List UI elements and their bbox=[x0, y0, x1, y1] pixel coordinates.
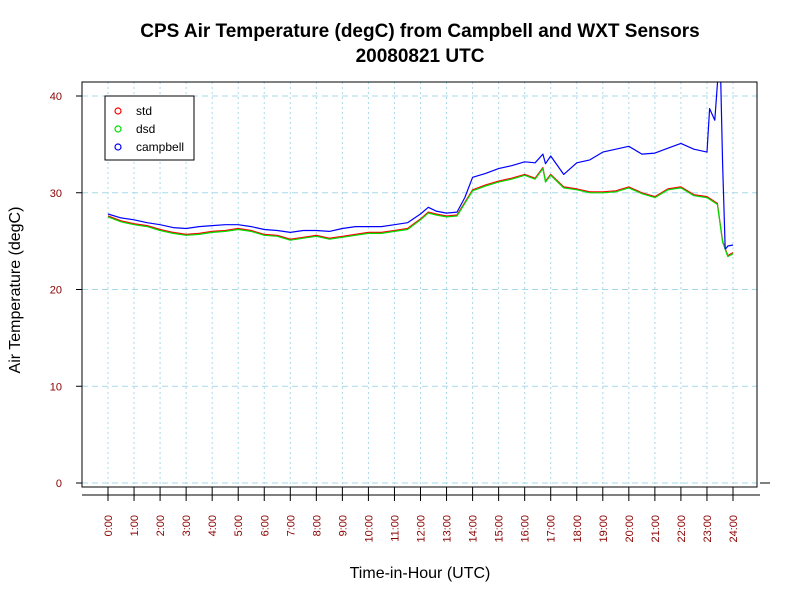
legend-label-dsd: dsd bbox=[136, 122, 155, 136]
legend-label-std: std bbox=[136, 104, 152, 118]
x-tick-label: 18:00 bbox=[572, 515, 584, 543]
legend-marker-campbell bbox=[114, 143, 122, 151]
x-tick-label: 5:00 bbox=[233, 515, 245, 536]
series-line-std bbox=[107, 167, 734, 257]
y-axis: 0 10 20 30 40 bbox=[50, 91, 82, 490]
y-tick-label: 30 bbox=[50, 188, 62, 200]
x-tick-label: 21:00 bbox=[650, 515, 662, 543]
x-tick-label: 14:00 bbox=[468, 515, 480, 543]
x-tick-label: 13:00 bbox=[442, 515, 454, 543]
grid-lines bbox=[82, 82, 757, 487]
x-tick-label: 12:00 bbox=[416, 515, 428, 543]
x-tick-label: 2:00 bbox=[155, 515, 167, 536]
series-line-campbell bbox=[107, 82, 734, 250]
x-tick-label: 20:00 bbox=[624, 515, 636, 543]
x-tick-label: 1:00 bbox=[129, 515, 141, 536]
x-tick-label: 4:00 bbox=[207, 515, 219, 536]
legend-marker-std bbox=[114, 107, 122, 115]
chart-subtitle: 20080821 UTC bbox=[356, 46, 485, 67]
y-tick-label: 20 bbox=[50, 285, 62, 297]
legend-marker-dsd bbox=[114, 125, 122, 133]
x-tick-label: 17:00 bbox=[546, 515, 558, 543]
y-tick-label: 40 bbox=[50, 91, 62, 103]
x-tick-label: 11:00 bbox=[389, 515, 401, 542]
x-tick-label: 7:00 bbox=[285, 515, 297, 536]
x-tick-label: 0:00 bbox=[103, 515, 115, 536]
x-axis-label: Time-in-Hour (UTC) bbox=[350, 565, 491, 582]
series-line-dsd bbox=[107, 168, 734, 258]
series-layer bbox=[107, 82, 734, 258]
y-tick-label: 10 bbox=[50, 381, 62, 393]
x-axis: 0:00 1:00 2:00 3:00 4:00 5:00 6:00 7:00 8:00 9:00… bbox=[82, 482, 770, 543]
x-tick-label: 9:00 bbox=[337, 515, 349, 536]
chart-title: CPS Air Temperature (degC) from Campbell… bbox=[140, 21, 700, 42]
x-tick-label: 24:00 bbox=[728, 515, 740, 543]
x-tick-label: 6:00 bbox=[259, 515, 271, 536]
x-tick-label: 15:00 bbox=[494, 515, 506, 543]
legend: std dsd campbell bbox=[104, 95, 195, 161]
y-tick-label: 0 bbox=[56, 478, 62, 490]
plot-frame bbox=[81, 81, 758, 488]
x-tick-label: 3:00 bbox=[181, 515, 193, 536]
x-tick-label: 8:00 bbox=[311, 515, 323, 536]
y-axis-label: Air Temperature (degC) bbox=[7, 207, 24, 374]
legend-label-campbell: campbell bbox=[136, 140, 184, 154]
x-tick-label: 22:00 bbox=[676, 515, 688, 543]
x-tick-label: 10:00 bbox=[363, 515, 375, 543]
x-tick-label: 16:00 bbox=[520, 515, 532, 543]
x-tick-label: 23:00 bbox=[702, 515, 714, 543]
x-tick-label: 19:00 bbox=[598, 515, 610, 543]
